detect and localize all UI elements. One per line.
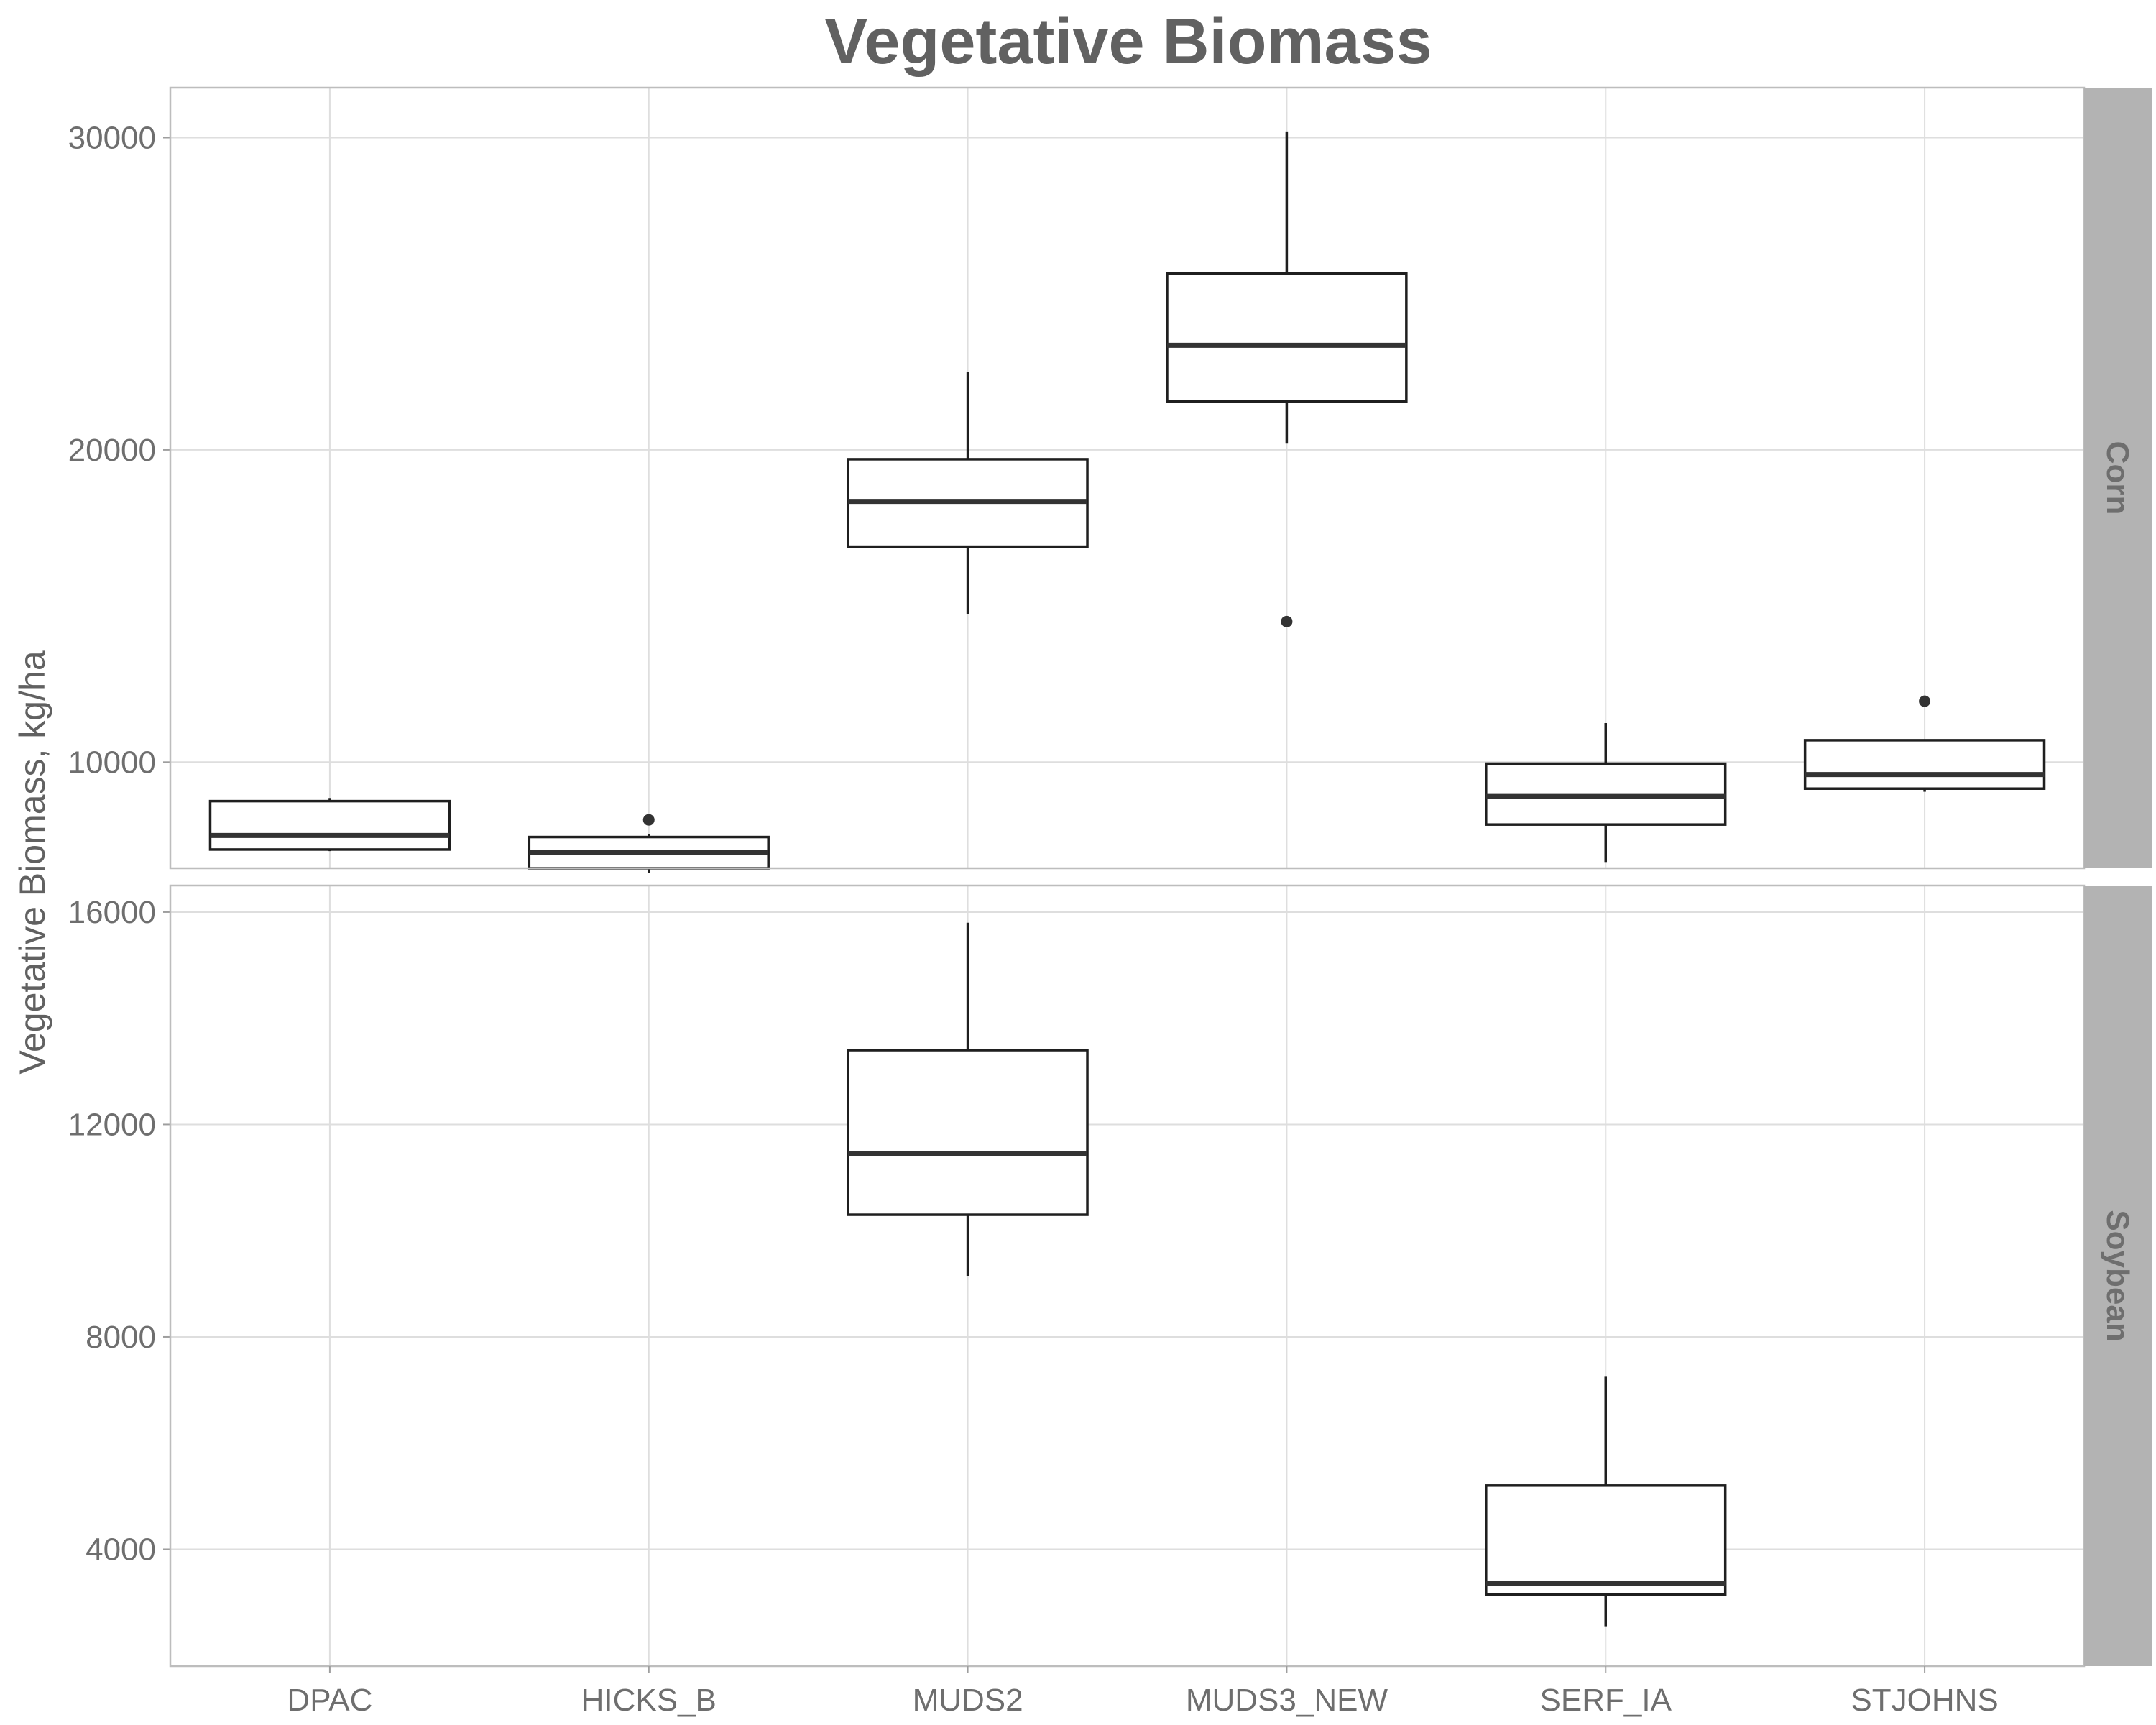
x-tick-label: DPAC: [287, 1683, 372, 1718]
outlier-point: [1281, 615, 1293, 627]
facet-strip-label: Corn: [2100, 441, 2135, 515]
y-tick-label: 12000: [68, 1107, 156, 1142]
x-tick-label: HICKS_B: [581, 1683, 717, 1718]
box-iqr: [1485, 1484, 1727, 1596]
box-serf-ia-soybean: [1485, 1376, 1727, 1627]
x-axis: DPAC HICKS_B MUDS2 MUDS3_NEW SERF_IA STJOHNS: [287, 1666, 1999, 1718]
x-tick-label: STJOHNS: [1851, 1683, 1998, 1718]
box-serf-ia-corn: [1485, 723, 1727, 862]
facet-strip: [2084, 886, 2152, 1666]
box-muds2-soybean: [847, 922, 1089, 1276]
facet-strip: [2084, 88, 2152, 868]
box-hicks-b-corn: [528, 814, 770, 873]
chart-title: Vegetative Biomass: [824, 6, 1432, 78]
outlier-point: [642, 814, 655, 826]
box-dpac-corn: [208, 798, 451, 852]
y-axis-title: Vegetative Biomass, kg/ha: [12, 650, 52, 1074]
facet-panels: 10000 20000 30000 Corn 4000 8000 12000 16000 Soy…: [68, 86, 2152, 1668]
box-iqr: [1166, 272, 1408, 403]
y-tick-label: 10000: [68, 745, 156, 780]
y-tick-label: 4000: [86, 1532, 156, 1567]
box-stjohns-corn: [1803, 695, 2046, 792]
x-tick-label: SERF_IA: [1540, 1683, 1672, 1718]
panel-soybean: 4000 8000 12000 16000 Soybean: [68, 884, 2152, 1668]
box-iqr: [847, 1049, 1089, 1216]
box-iqr: [1803, 739, 2046, 790]
x-tick-label: MUDS3_NEW: [1186, 1683, 1388, 1718]
panel-corn: 10000 20000 30000 Corn: [68, 86, 2152, 873]
box-muds2-corn: [847, 372, 1089, 614]
box-iqr: [208, 799, 451, 851]
outlier-point: [1919, 695, 1931, 707]
facet-strip-label: Soybean: [2100, 1210, 2135, 1341]
y-tick-label: 16000: [68, 895, 156, 930]
y-tick-label: 8000: [86, 1320, 156, 1355]
y-tick-label: 30000: [68, 121, 156, 156]
box-muds3-new-corn: [1166, 131, 1408, 627]
y-tick-label: 20000: [68, 433, 156, 468]
x-tick-label: MUDS2: [913, 1683, 1023, 1718]
